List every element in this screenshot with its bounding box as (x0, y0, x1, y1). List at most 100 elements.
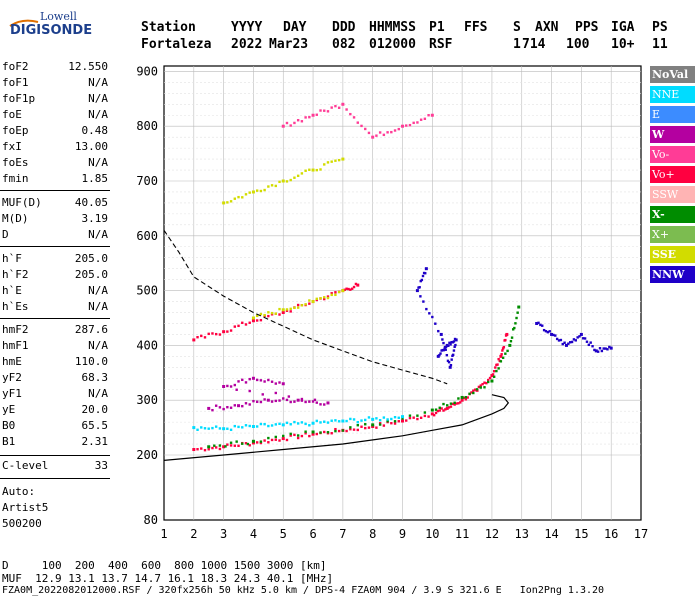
param-value: N/A (88, 156, 108, 169)
trace-point (326, 161, 330, 164)
x-tick-label: 7 (339, 527, 346, 541)
trace-point (542, 328, 546, 332)
trace-point (439, 352, 442, 355)
param-value: 205.0 (74, 268, 108, 281)
trace-point (393, 420, 397, 423)
trace-point (330, 106, 333, 109)
trace-point (541, 324, 544, 327)
param-value: 33 (94, 459, 108, 472)
trace-point (516, 311, 519, 314)
trace-point (345, 419, 348, 423)
trace-point (604, 347, 607, 350)
trace-point (497, 367, 500, 370)
trace-point (304, 400, 307, 404)
trace-point (326, 110, 330, 113)
trace-point (248, 444, 251, 447)
trace-point (453, 345, 456, 348)
trace-point (371, 425, 375, 429)
param-value: N/A (88, 387, 108, 400)
header-col-9: PPS (575, 20, 599, 35)
trace-point (448, 365, 452, 369)
logo-line2: DIGISONDE (10, 23, 93, 38)
trace-point (315, 113, 318, 116)
electron-density-profile-curve (163, 394, 510, 461)
trace-point (235, 440, 238, 443)
param-key: h`E (2, 284, 22, 297)
trace-point (393, 416, 397, 419)
param-row: foF1p N/A (2, 92, 108, 106)
param-row: h`Es N/A (2, 300, 108, 314)
trace-point (431, 315, 434, 319)
trace-point (196, 335, 199, 339)
trace-point (296, 434, 300, 437)
trace-point (470, 391, 473, 394)
trace-point (579, 332, 583, 336)
trace-point (401, 415, 404, 419)
param-value: N/A (88, 228, 108, 241)
trace-third-hop (222, 157, 345, 205)
trace-point (405, 124, 408, 127)
trace-point (259, 312, 263, 316)
x-tick-label: 16 (604, 527, 618, 541)
x-tick-label: 17 (634, 527, 648, 541)
trace-point (427, 114, 430, 117)
trace-point (462, 396, 466, 400)
trace-point (479, 384, 482, 387)
x-tick-label: 8 (369, 527, 376, 541)
trace-point (304, 303, 307, 306)
trace-point (274, 391, 277, 395)
trace-point (267, 311, 270, 314)
trace-point (477, 385, 481, 389)
trace-point (255, 189, 259, 192)
param-value: 13.00 (74, 140, 108, 153)
header-val-10: 10+ (611, 37, 635, 52)
trace-point (568, 341, 572, 344)
param-row: foF1 N/A (2, 76, 108, 90)
trace-point (572, 338, 576, 341)
trace-point (564, 343, 568, 347)
trace-point (508, 343, 512, 347)
trace-point (546, 330, 550, 334)
trace-point (487, 378, 490, 382)
trace-point (315, 297, 318, 301)
trace-point (270, 313, 274, 316)
trace-point (345, 108, 348, 111)
header-col-0: Station (141, 20, 196, 35)
trace-point (270, 380, 274, 383)
param-row: MUF(D) 40.05 (2, 196, 108, 210)
trace-point (548, 330, 551, 333)
footer-distance-row: D 100 200 400 600 800 1000 1500 3000 [km… (2, 559, 327, 572)
trace-point (497, 357, 500, 361)
trace-point (304, 116, 307, 119)
trace-point (211, 408, 214, 412)
trace-point (263, 313, 266, 317)
trace-point (481, 382, 484, 386)
trace-point (311, 113, 315, 117)
trace-point (360, 419, 363, 422)
param-key: foF2 (2, 60, 29, 73)
trace-point (424, 267, 428, 271)
trace-point (341, 289, 345, 293)
trace-point (251, 190, 255, 194)
trace-point (274, 438, 277, 441)
trace-point (296, 436, 300, 440)
param-row: yF1 N/A (2, 387, 108, 401)
trace-point (285, 308, 289, 311)
trace-point (464, 396, 468, 399)
header-col-1: YYYY (231, 20, 263, 35)
trace-point (416, 417, 419, 421)
trace-point (293, 306, 296, 310)
trace-point (454, 338, 458, 342)
trace-point (300, 397, 304, 401)
trace-point (214, 332, 218, 336)
param-row: yF2 68.3 (2, 371, 108, 385)
param-value: 110.0 (74, 355, 108, 368)
param-value: N/A (88, 284, 108, 297)
trace-point (408, 416, 412, 420)
legend-item-x: X- (650, 206, 695, 223)
param-value: 0.48 (81, 124, 109, 137)
trace-point (382, 416, 386, 419)
trace-point (397, 127, 400, 131)
trace-point (323, 163, 326, 166)
trace-point (334, 429, 337, 433)
